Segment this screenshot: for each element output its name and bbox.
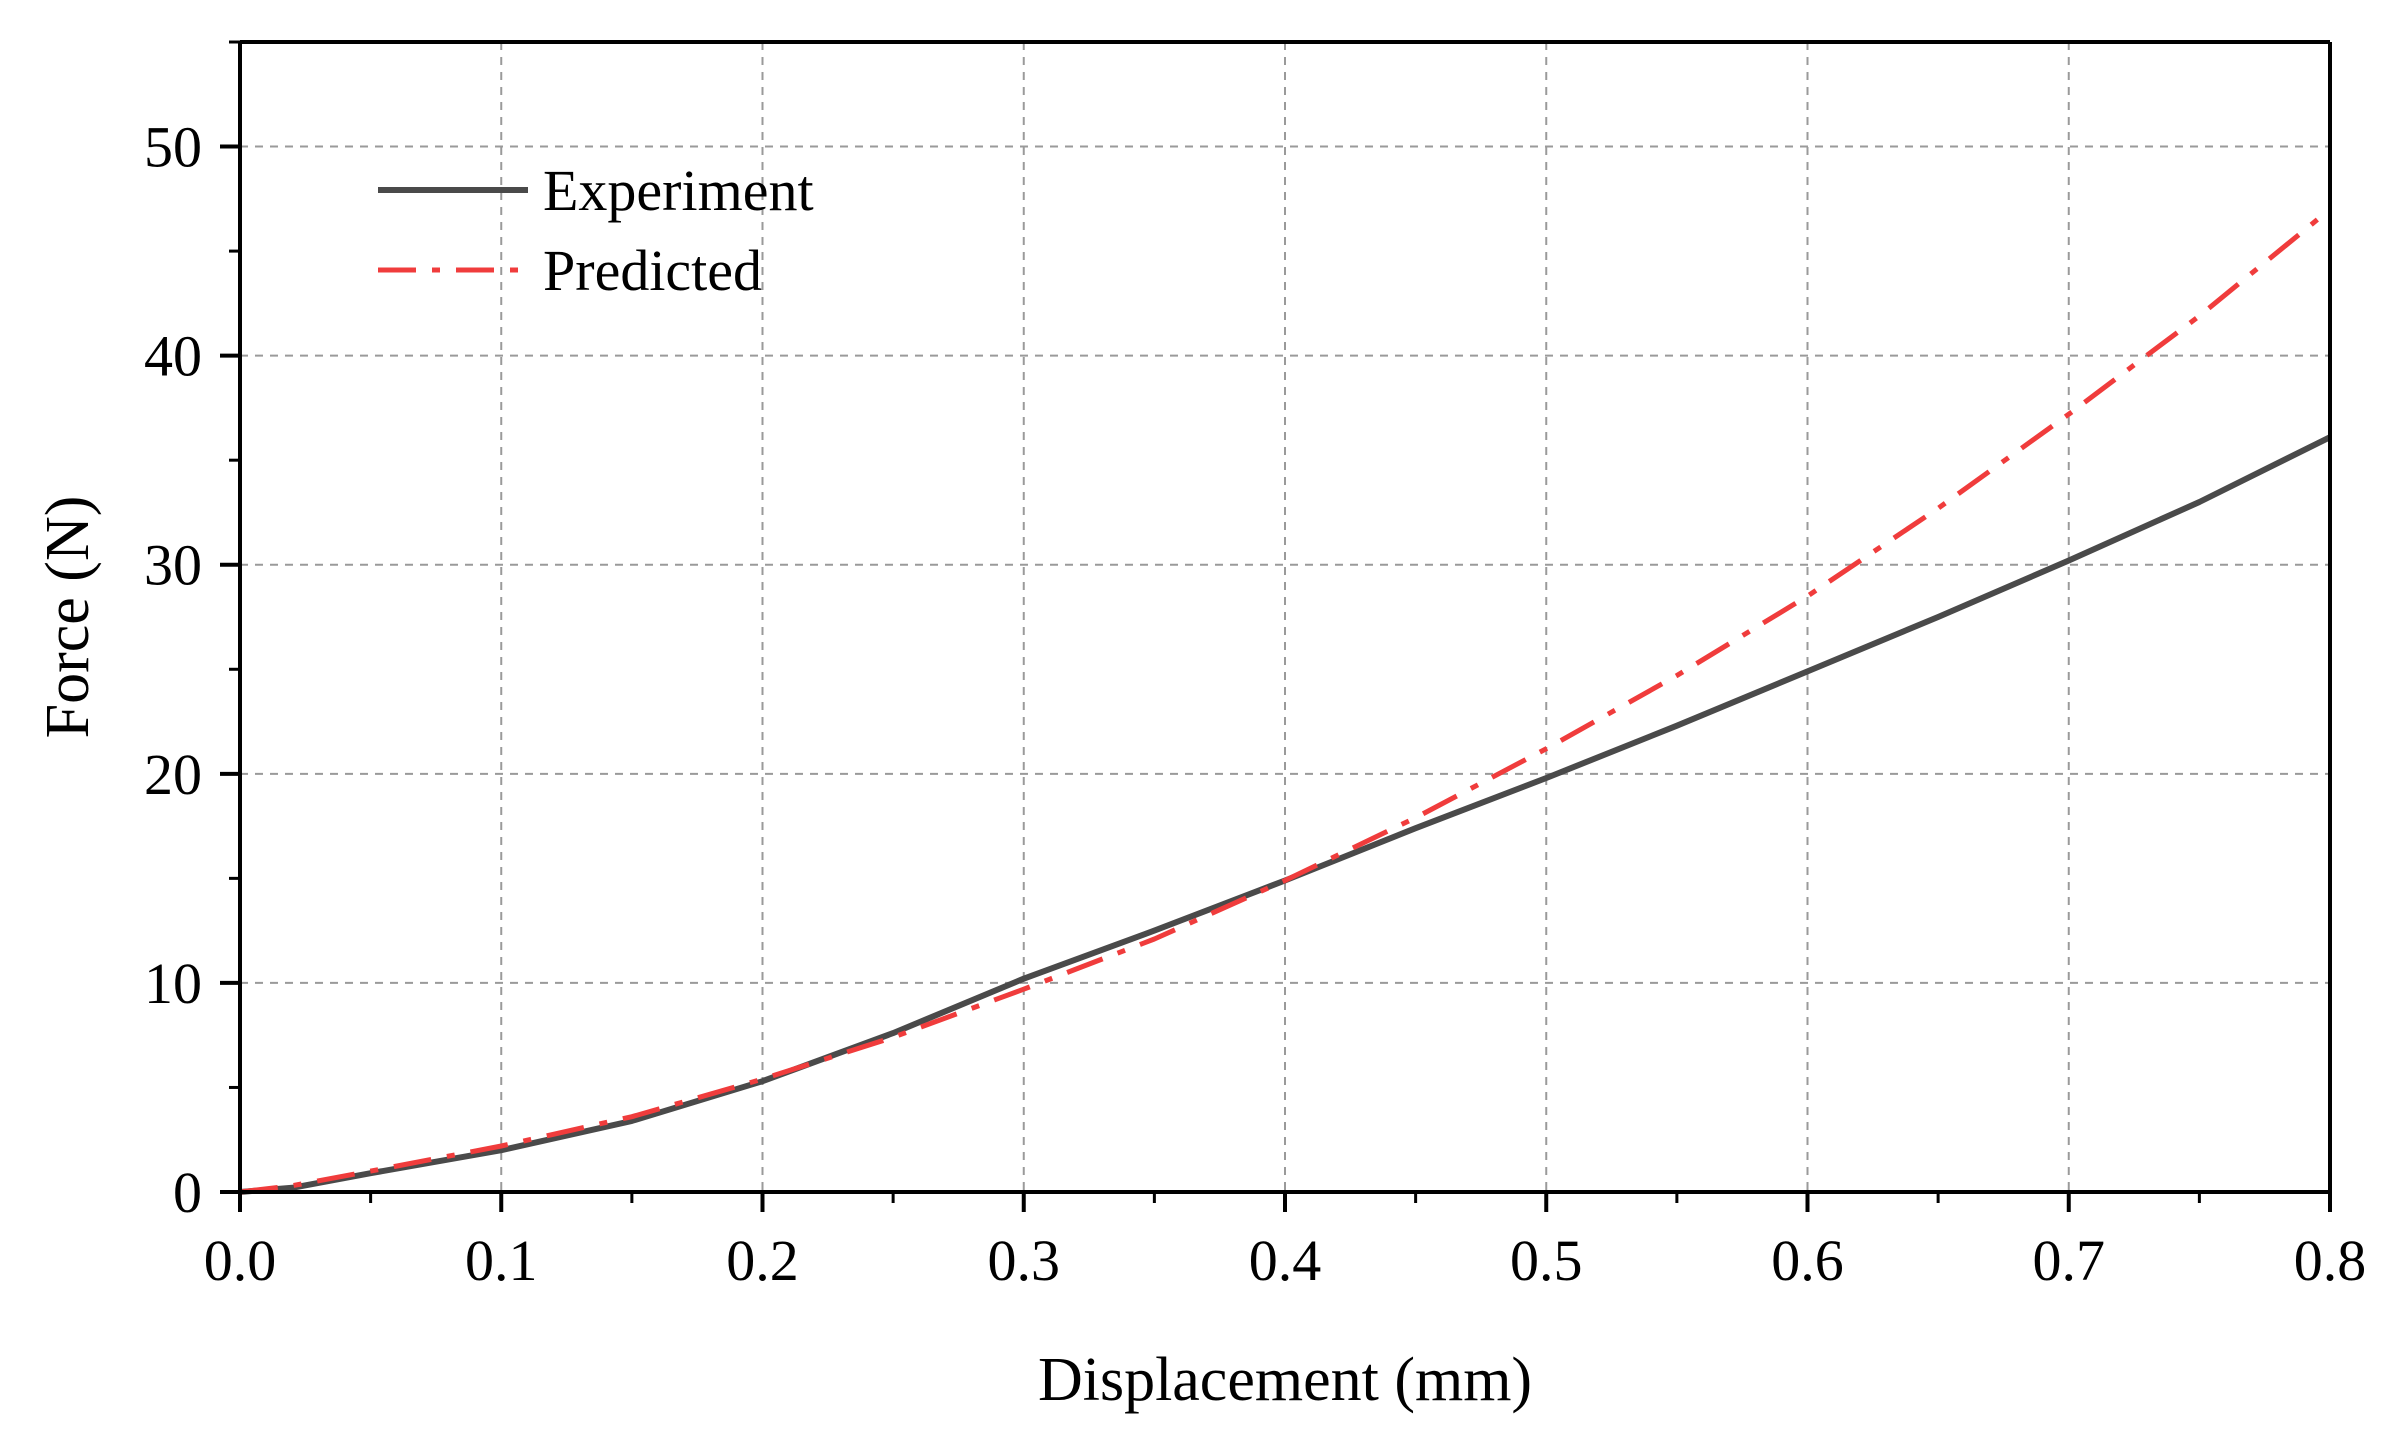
y-tick-label: 0: [173, 1160, 202, 1225]
x-axis-title: Displacement (mm): [1038, 1346, 1532, 1414]
x-tick-label: 0.2: [726, 1228, 799, 1293]
series-layer: [239, 207, 2332, 1195]
x-tick-label: 0.8: [2294, 1228, 2367, 1293]
x-tick-label: 0.7: [2033, 1228, 2106, 1293]
x-tick-label: 0.0: [204, 1228, 277, 1293]
axis-ticks: 0.0 0.1 0.2 0.3 0.4 0.5 0.6 0.7 0.8 0 10 20 30 40 50: [144, 40, 2367, 1293]
y-tick-label: 20: [144, 742, 202, 807]
legend-label-predicted: Predicted: [543, 238, 762, 303]
y-tick-label: 10: [144, 951, 202, 1016]
y-tick-label: 30: [144, 533, 202, 598]
x-tick-label: 0.1: [465, 1228, 538, 1293]
legend-label-experiment: Experiment: [543, 158, 814, 223]
y-tick-label: 50: [144, 115, 202, 180]
x-tick-label: 0.3: [988, 1228, 1061, 1293]
grid: [240, 42, 2330, 1192]
y-tick-label: 40: [144, 324, 202, 389]
series-line-experiment: [239, 434, 2332, 1195]
axis-labels: Displacement (mm) Force (N): [34, 496, 1532, 1414]
y-axis-title: Force (N): [34, 496, 102, 739]
x-tick-label: 0.4: [1249, 1228, 1322, 1293]
x-tick-label: 0.6: [1771, 1228, 1844, 1293]
legend: Experiment Predicted: [378, 158, 814, 303]
x-tick-label: 0.5: [1510, 1228, 1583, 1293]
series-line-predicted: [239, 207, 2332, 1195]
